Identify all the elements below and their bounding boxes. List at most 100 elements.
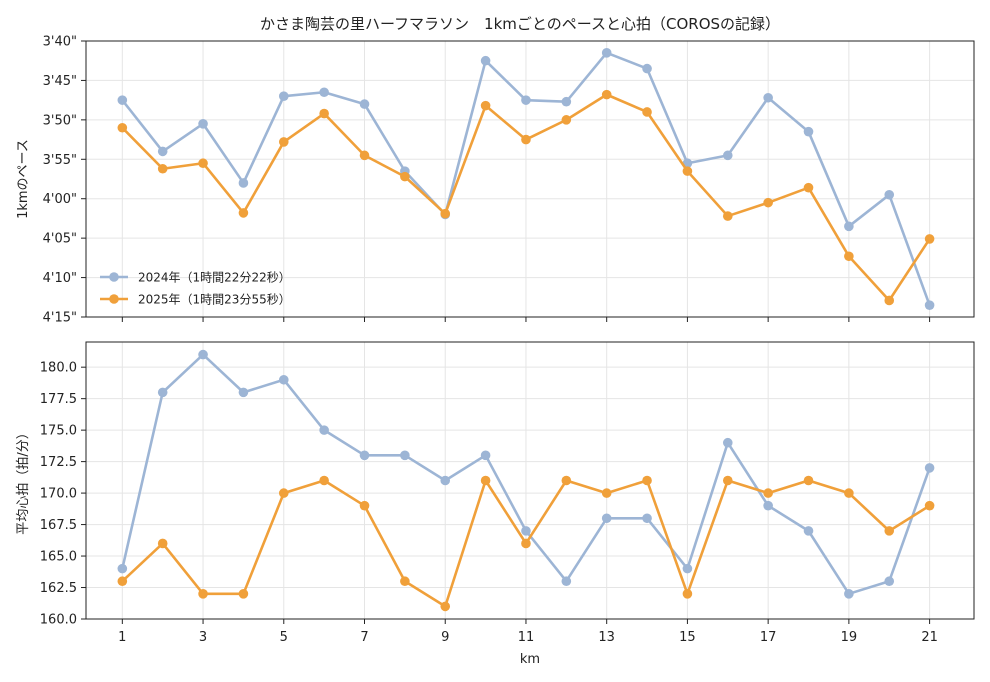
pace-series-2-point (601, 89, 612, 100)
hr-series-1-point (198, 349, 208, 360)
pace-series-2-point (359, 150, 370, 161)
hr-series-1-point (278, 374, 289, 385)
pace-series-2-point (157, 163, 168, 174)
heart-rate-panel: 160.0 162.5 165.0 167.5 170.0 172.5 175.0 177.5… (16, 341, 975, 667)
pace-axes-frame (85, 40, 975, 318)
hr-series-2-point (844, 488, 854, 498)
pace-series-2-point (319, 108, 329, 119)
hr-series-1-point (924, 463, 935, 473)
hr-y-tick-label: 180.0 (40, 361, 77, 376)
hr-x-tick-label: 21 (921, 630, 938, 645)
hr-y-tick-label: 160.0 (40, 613, 77, 628)
hr-y-tick-label: 162.5 (40, 581, 77, 596)
hr-x-tick-label: 5 (280, 630, 288, 645)
legend-entry-label: 2025年（1時間23分55秒） (138, 293, 291, 307)
pace-y-tick-label: 4'05" (43, 232, 77, 247)
hr-series-2-point (359, 500, 370, 511)
pace-series-2-point (642, 107, 652, 117)
pace-series-1-point (359, 99, 370, 109)
hr-series-1-point (803, 526, 814, 536)
pace-y-tick-label: 4'15" (43, 311, 77, 326)
pace-series-2-point (722, 211, 733, 221)
hr-series-2-point (319, 475, 329, 486)
hr-series-2-point (561, 475, 572, 486)
legend: 2024年（1時間22分22秒） 2025年（1時間23分55秒） (100, 271, 291, 307)
legend-entry-label: 2024年（1時間22分22秒） (138, 271, 291, 285)
pace-series-1-point (561, 96, 572, 107)
pace-y-tick-label: 3'50" (43, 113, 77, 128)
hr-series-1-point (763, 500, 773, 511)
hr-series-2-point (722, 475, 733, 486)
hr-series-2-point (682, 589, 693, 599)
pace-series-1-point (319, 87, 329, 98)
hr-series-2-point (278, 488, 289, 498)
hr-y-tick-label: 172.5 (40, 455, 77, 470)
hr-x-tick-label: 11 (518, 630, 535, 645)
pace-y-tick-label: 3'45" (43, 74, 77, 89)
pace-series-2-point (924, 234, 935, 244)
pace-series-1-point (763, 92, 773, 103)
hr-series-1-point (722, 437, 733, 448)
hr-series-2-point (400, 576, 410, 587)
pace-series-2-point (803, 182, 814, 193)
hr-series-1-point (359, 450, 370, 461)
hr-x-tick-label: 19 (841, 630, 858, 645)
hr-x-tick-label: 17 (760, 630, 777, 645)
hr-series-1-point (521, 526, 531, 536)
pace-panel: 3'40" 3'45" 3'50" 3'55" 4'00" 4'05" 4'10" 4'15"… (16, 35, 975, 326)
hr-series-2-point (440, 601, 451, 612)
hr-series-2-point (884, 526, 895, 536)
hr-series-2-point (480, 475, 491, 486)
pace-y-tick-label: 3'40" (43, 35, 77, 50)
hr-series-2-point (803, 475, 814, 486)
hr-series-1-point (601, 513, 612, 524)
hr-series-1-point (440, 475, 451, 486)
pace-series-2-point (884, 295, 895, 306)
pace-series-1-point (642, 63, 652, 74)
pace-series-1-point (884, 189, 895, 200)
pace-y-tick-label: 4'00" (43, 192, 77, 207)
hr-series-1-point (480, 450, 491, 461)
pace-series-1-point (722, 150, 733, 161)
pace-series-1-point (601, 48, 612, 58)
hr-series-2-point (117, 576, 128, 587)
pace-series-1-point (803, 126, 814, 137)
hr-series-1-point (157, 387, 168, 398)
hr-series-2-point (642, 475, 652, 486)
pace-y-tick-label: 3'55" (43, 153, 77, 168)
hr-y-axis-label: 平均心拍（拍/分） (16, 426, 31, 534)
hr-series-1-point (319, 425, 329, 435)
pace-series-2-point (238, 208, 249, 218)
hr-series-2-point (238, 589, 249, 599)
hr-series-2-point (521, 538, 531, 549)
hr-series-1-point (561, 576, 572, 587)
hr-x-axis-label: km (520, 652, 540, 667)
pace-series-1-point (198, 119, 208, 129)
pace-series-1-point (157, 146, 168, 157)
hr-x-tick-label: 13 (598, 630, 615, 645)
legend-swatch-marker (109, 294, 119, 304)
pace-series-1-point (117, 95, 128, 105)
hr-series-2-point (198, 589, 208, 599)
hr-series-1-point (844, 589, 854, 599)
pace-y-axis-label: 1kmのペース (16, 139, 31, 219)
pace-series-2-point (521, 134, 531, 145)
hr-x-tick-label: 9 (441, 630, 449, 645)
pace-series-1-point (278, 91, 289, 101)
pace-series-2-point (682, 166, 693, 176)
hr-series-2-point (924, 500, 935, 511)
pace-series-2-point (844, 251, 854, 262)
hr-y-tick-label: 165.0 (40, 550, 77, 565)
pace-series-1-point (480, 55, 491, 66)
hr-series-2-point (157, 538, 168, 549)
hr-axes-frame (85, 341, 975, 620)
hr-x-tick-label: 3 (199, 630, 207, 645)
hr-x-tick-label: 15 (679, 630, 696, 645)
hr-series-1-point (642, 513, 652, 524)
pace-y-tick-label: 4'10" (43, 271, 77, 286)
pace-series-2-point (440, 208, 451, 219)
pace-series-2-point (561, 115, 572, 125)
hr-series-1-point (238, 387, 249, 398)
hr-y-tick-label: 177.5 (40, 392, 77, 407)
